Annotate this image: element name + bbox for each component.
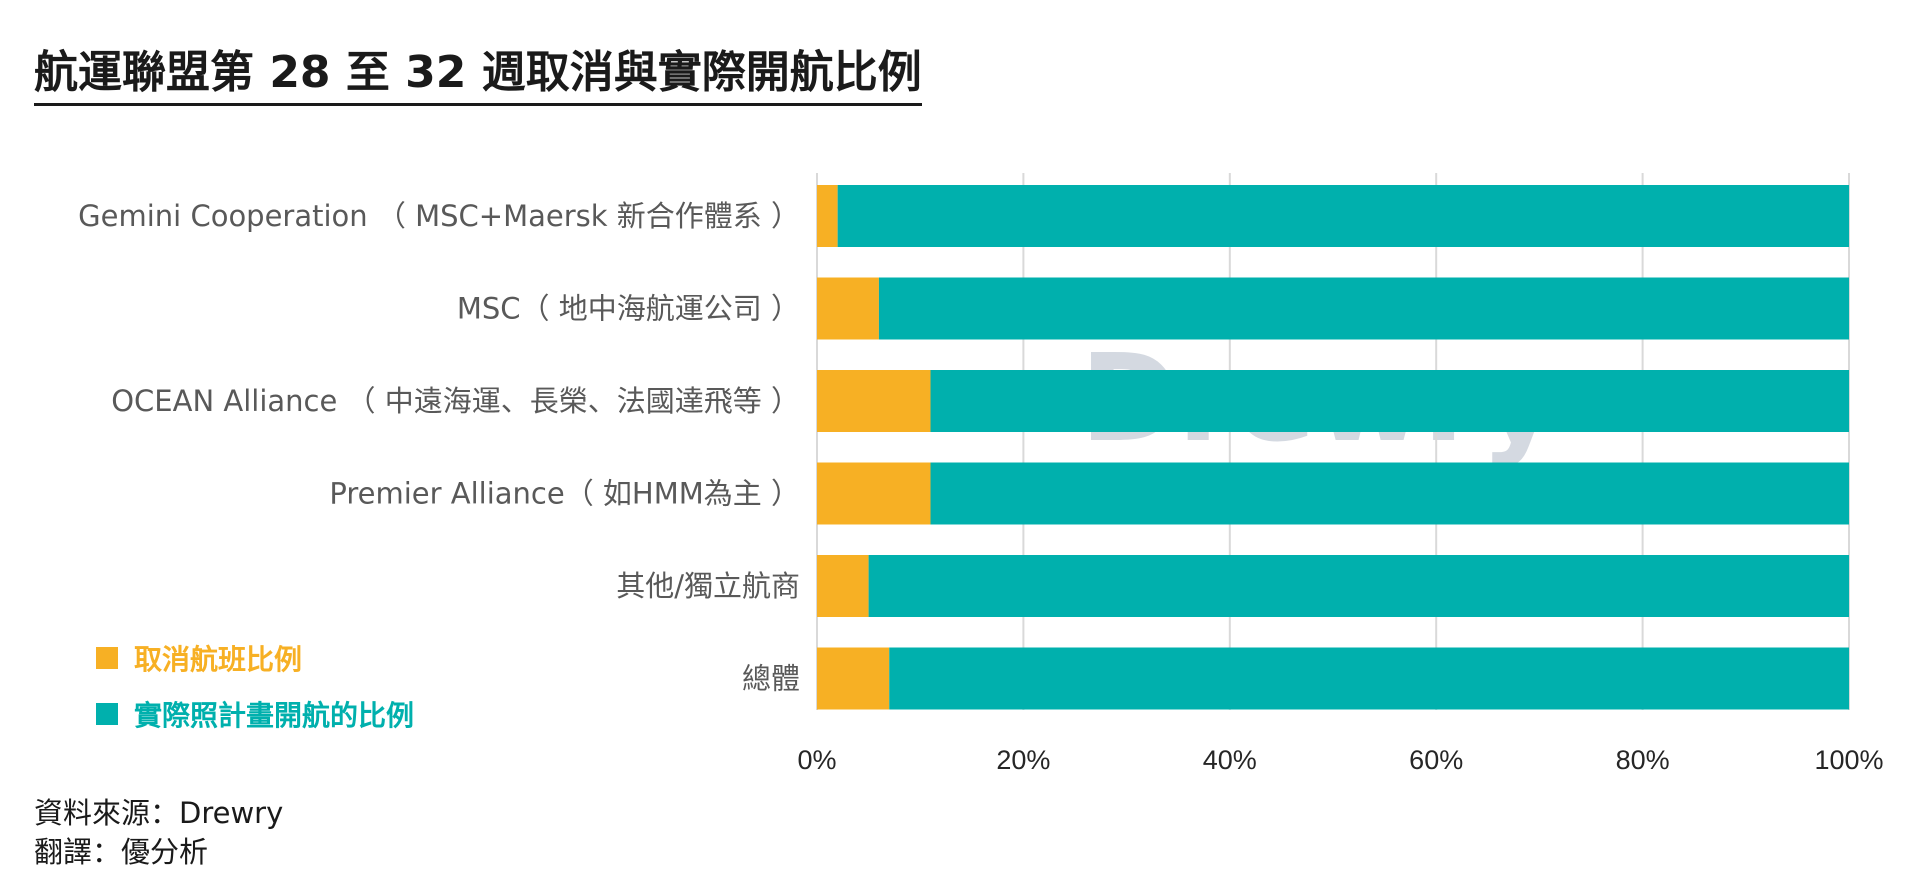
grid-lines xyxy=(816,173,1850,710)
x-axis-ticks: 0% 20% 40% 60% 80% 100% xyxy=(797,745,1883,775)
bar-cancelled xyxy=(817,185,838,247)
category-label: 總體 xyxy=(742,662,800,696)
bar-actual xyxy=(889,647,1849,710)
category-label: 其他/獨立航商 xyxy=(616,569,800,603)
category-label: Premier Alliance（ 如HMM為主 ） xyxy=(329,477,800,511)
x-tick-label: 40% xyxy=(1203,745,1257,775)
category-label: OCEAN Alliance （ 中遠海運、長榮、法國達飛等 ） xyxy=(111,384,800,418)
bar-cancelled xyxy=(817,555,869,617)
category-labels: Gemini Cooperation （ MSC+Maersk 新合作體系 ） M… xyxy=(78,199,800,696)
legend-label-actual: 實際照計畫開航的比例 xyxy=(134,699,415,732)
x-tick-label: 0% xyxy=(797,745,836,775)
legend-swatch-actual xyxy=(96,703,118,725)
legend: 取消航班比例 實際照計畫開航的比例 xyxy=(96,630,414,742)
bar-cancelled xyxy=(817,277,879,340)
bar-actual xyxy=(930,462,1849,525)
translation-line: 翻譯：優分析 xyxy=(34,835,209,869)
category-label: Gemini Cooperation （ MSC+Maersk 新合作體系 ） xyxy=(78,199,800,233)
legend-item-cancelled: 取消航班比例 xyxy=(96,630,414,686)
bar-cancelled xyxy=(817,462,931,525)
x-tick-label: 100% xyxy=(1814,745,1883,775)
bar-actual xyxy=(878,277,1849,340)
bar-actual xyxy=(837,185,1849,247)
legend-label-cancelled: 取消航班比例 xyxy=(134,643,303,676)
x-tick-label: 20% xyxy=(996,745,1050,775)
legend-item-actual: 實際照計畫開航的比例 xyxy=(96,686,414,742)
source-note: 資料來源：Drewry 翻譯：優分析 xyxy=(34,794,283,872)
bars xyxy=(817,185,1849,710)
source-line: 資料來源：Drewry xyxy=(34,796,284,830)
x-tick-label: 80% xyxy=(1616,745,1670,775)
bar-cancelled xyxy=(817,370,931,432)
bar-actual xyxy=(868,555,1849,617)
category-label: MSC（ 地中海航運公司 ） xyxy=(457,292,800,326)
bar-cancelled xyxy=(817,647,890,710)
chart-title: 航運聯盟第 28 至 32 週取消與實際開航比例 xyxy=(34,47,922,106)
x-tick-label: 60% xyxy=(1409,745,1463,775)
legend-swatch-cancelled xyxy=(96,647,118,669)
bar-actual xyxy=(930,370,1849,432)
